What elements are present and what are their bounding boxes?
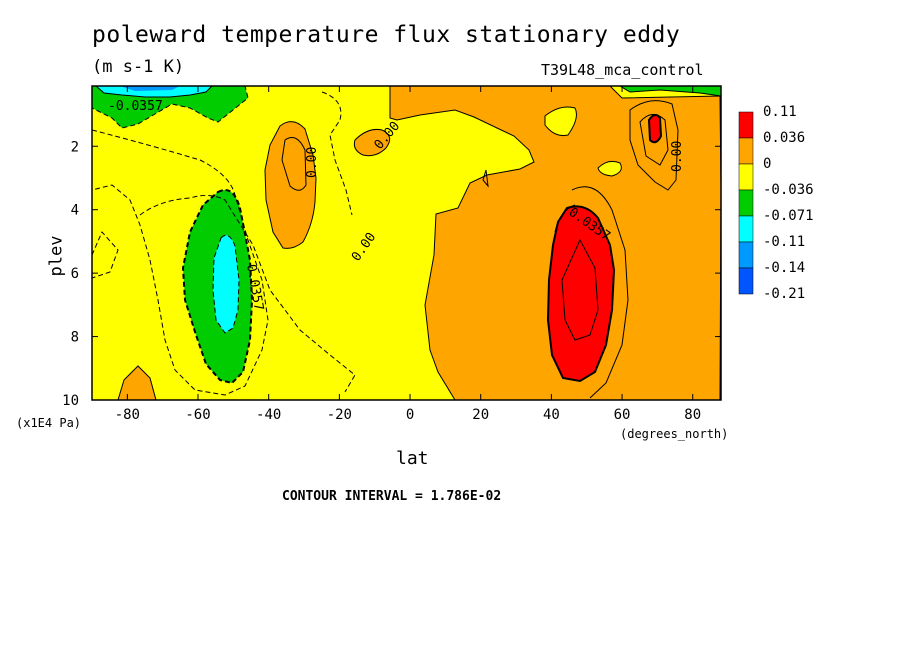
nh-red-core: [546, 205, 616, 383]
contour-label: -0.0357: [108, 99, 163, 114]
x-tick-label: 40: [543, 407, 560, 423]
contour-line-1: [92, 129, 269, 396]
legend-level-label: 0.11: [763, 104, 797, 120]
chart-title: poleward temperature flux stationary edd…: [92, 22, 681, 48]
plot-frame: [91, 85, 722, 401]
legend-swatch: [738, 267, 754, 295]
y-axis-label: plev: [46, 235, 67, 277]
legend-swatch: [738, 111, 754, 139]
top-cyan-patch: [95, 86, 213, 98]
x-tick-label: 60: [614, 407, 631, 423]
legend-level-label: -0.071: [763, 208, 814, 224]
nh-yellow-hole: [597, 160, 622, 177]
legend-level-label: -0.14: [763, 260, 805, 276]
contour-line-3: [92, 231, 119, 279]
top-negative-band: [92, 86, 249, 129]
legend: 0.11 0.036 0 -0.036 -0.071 -0.11 -0.14 -0.21: [738, 104, 814, 302]
legend-swatch: [738, 241, 754, 269]
contour-line-5: [571, 186, 629, 399]
contour-line-6: [554, 204, 599, 341]
y-axis-unit: (x1E4 Pa): [16, 416, 82, 430]
x-tick-label: -80: [115, 407, 140, 423]
sh-positive-core: [264, 121, 317, 249]
contour-label: 0.00: [305, 147, 320, 178]
y-tick-label: 10: [62, 393, 79, 409]
contour-interval: CONTOUR INTERVAL = 1.786E-02: [282, 489, 502, 504]
x-tick-label: 80: [684, 407, 701, 423]
legend-level-label: 0: [763, 156, 771, 172]
legend-swatch: [738, 163, 754, 191]
contour-line-4: [281, 137, 307, 191]
legend-level-label: -0.036: [763, 182, 814, 198]
y-tick-label: 8: [71, 330, 79, 346]
contour-line-10: [482, 169, 489, 188]
x-axis-unit: (degrees_north): [620, 427, 729, 441]
contour-label: 0.00: [670, 141, 685, 172]
contour-fill-group: [92, 86, 721, 400]
sh-orange-patch: [353, 129, 391, 157]
x-tick-label: -40: [256, 407, 281, 423]
contour-line-7: [629, 100, 679, 191]
x-tick-label: -60: [185, 407, 210, 423]
legend-level-label: -0.21: [763, 286, 805, 302]
sh-negative-max: [212, 234, 240, 334]
contour-line-9: [321, 91, 353, 216]
contour-line-8: [639, 114, 669, 166]
x-tick-label: -20: [327, 407, 352, 423]
legend-swatch: [738, 215, 754, 243]
legend-level-label: 0.036: [763, 130, 805, 146]
y-tick-label: 2: [71, 139, 79, 155]
y-tick-group: 2 4 6 8 10: [62, 139, 721, 409]
y-tick-label: 4: [71, 203, 79, 219]
legend-swatch: [738, 189, 754, 217]
chart-units: (m s-1 K): [92, 57, 185, 77]
x-axis-label: lat: [396, 448, 429, 469]
sh-bottom-orange: [117, 365, 157, 400]
nh-upper-red: [647, 114, 663, 144]
top-blue-patch: [120, 86, 180, 91]
legend-swatch: [738, 137, 754, 165]
x-tick-label: 20: [472, 407, 489, 423]
x-tick-label: 0: [406, 407, 414, 423]
nh-yellow-hole-2: [544, 106, 577, 136]
legend-level-label: -0.11: [763, 234, 805, 250]
top-right-negative: [619, 86, 721, 97]
dataset-name: T39L48_mca_control: [541, 61, 704, 79]
y-tick-label: 6: [71, 266, 79, 282]
x-tick-group: -80 -60 -40 -20 0 20 40 60 80: [115, 86, 701, 423]
